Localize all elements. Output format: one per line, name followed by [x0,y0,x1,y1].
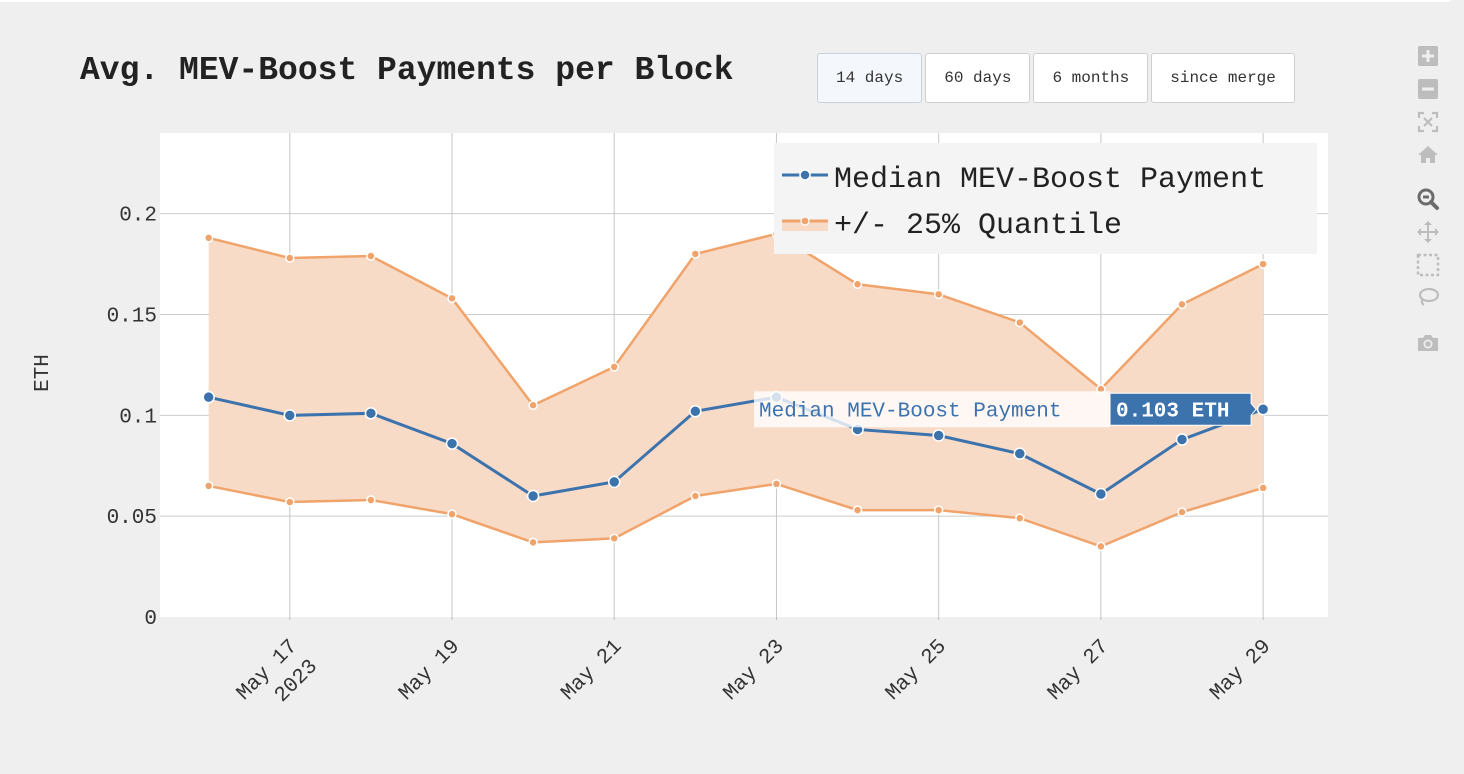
median-point[interactable] [932,429,945,442]
lower-quantile-point[interactable] [203,481,214,491]
y-axis-label: ETH [32,354,55,392]
zoom-out-icon[interactable] [1414,75,1442,103]
lower-quantile-point[interactable] [1096,541,1106,552]
hover-tooltip: Median MEV-Boost Payment 0.103 ETH [754,391,1257,428]
lower-quantile-point[interactable] [609,533,619,544]
median-point[interactable] [1013,447,1027,460]
y-tick-label: 0.15 [107,306,157,329]
median-point[interactable] [283,409,297,422]
legend: Median MEV-Boost Payment +/- 25% Quantil… [774,143,1317,254]
upper-quantile-line [208,232,1264,407]
upper-quantile-point[interactable] [1177,299,1187,310]
median-point[interactable] [364,407,378,420]
x-tick-label: May 23 [720,636,790,706]
box-select-icon[interactable] [1414,251,1442,279]
median-point[interactable] [1175,433,1189,446]
legend-label-median: Median MEV-Boost Payment [834,163,1266,197]
hover-series-label: Median MEV-Boost Payment [759,400,1061,423]
median-line [208,395,1264,498]
lower-quantile-point[interactable] [1258,483,1268,493]
y-tick-label: 0.1 [119,406,157,429]
upper-quantile-point[interactable] [852,279,863,289]
lower-quantile-line [208,482,1264,548]
range-button-60-days[interactable]: 60 days [925,53,1031,103]
upper-quantile-point[interactable] [609,362,619,372]
lower-quantile-point[interactable] [933,505,944,515]
camera-icon[interactable] [1414,329,1442,357]
lower-quantile-point[interactable] [366,495,376,505]
median-point[interactable] [202,390,215,404]
median-point[interactable] [445,437,459,450]
range-selector: 14 days 60 days 6 months since merge [817,53,1295,103]
hover-value-label: 0.103 ETH [1116,400,1229,423]
x-tick-label: May 25 [882,636,952,706]
upper-quantile-point[interactable] [285,253,295,263]
median-point[interactable] [1256,403,1270,416]
upper-quantile-point[interactable] [203,233,214,243]
legend-label-quantile: +/- 25% Quantile [834,209,1122,243]
x-tick-label: May 19 [395,636,465,706]
x-tick-label: May 21 [557,636,627,706]
y-tick-label: 0.05 [107,507,157,530]
legend-item-quantile[interactable]: +/- 25% Quantile [782,209,1122,243]
y-axis: 0 0.05 0.1 0.15 0.2 [107,205,157,631]
lower-quantile-point[interactable] [1177,507,1187,517]
lower-quantile-point[interactable] [771,479,782,489]
hover-value-box [1109,392,1257,426]
median-point[interactable] [526,489,540,503]
range-button-14-days[interactable]: 14 days [817,53,923,103]
lower-quantile-point[interactable] [852,505,863,515]
upper-quantile-point[interactable] [933,289,944,300]
lower-quantile-point[interactable] [1015,513,1025,523]
quantile-band [203,229,1268,552]
reset-axes-icon[interactable] [1414,141,1442,169]
median-point[interactable] [1094,487,1108,501]
upper-quantile-point[interactable] [690,249,701,259]
median-series [202,390,1270,503]
x-tick-label: May 29 [1206,636,1276,706]
lower-quantile-point[interactable] [690,491,701,501]
top-border [0,0,1450,2]
upper-quantile-point[interactable] [528,400,538,410]
legend-item-median[interactable]: Median MEV-Boost Payment [782,163,1266,197]
zoom-icon[interactable] [1414,185,1442,213]
pan-icon[interactable] [1414,218,1442,246]
upper-quantile-point[interactable] [1015,317,1025,328]
quantile-area [208,233,1264,547]
upper-quantile-point[interactable] [447,293,457,304]
y-tick-label: 0 [144,608,157,631]
range-button-6-months[interactable]: 6 months [1033,53,1149,103]
upper-quantile-point[interactable] [1258,259,1268,269]
median-point[interactable] [689,405,702,418]
median-point[interactable] [607,475,621,489]
lower-quantile-point[interactable] [285,497,295,507]
page-title: Avg. MEV-Boost Payments per Block [80,52,734,89]
range-button-since-merge[interactable]: since merge [1151,53,1295,103]
upper-quantile-point[interactable] [366,251,376,261]
legend-background [774,143,1317,254]
lasso-select-icon[interactable] [1414,284,1442,312]
y-tick-label: 0.2 [119,205,157,228]
lower-quantile-point[interactable] [528,537,538,548]
zoom-in-icon[interactable] [1414,42,1442,70]
lower-quantile-point[interactable] [447,509,457,519]
x-tick-label: May 27 [1044,636,1114,706]
autoscale-icon[interactable] [1414,108,1442,136]
hover-series-background [754,391,1110,428]
